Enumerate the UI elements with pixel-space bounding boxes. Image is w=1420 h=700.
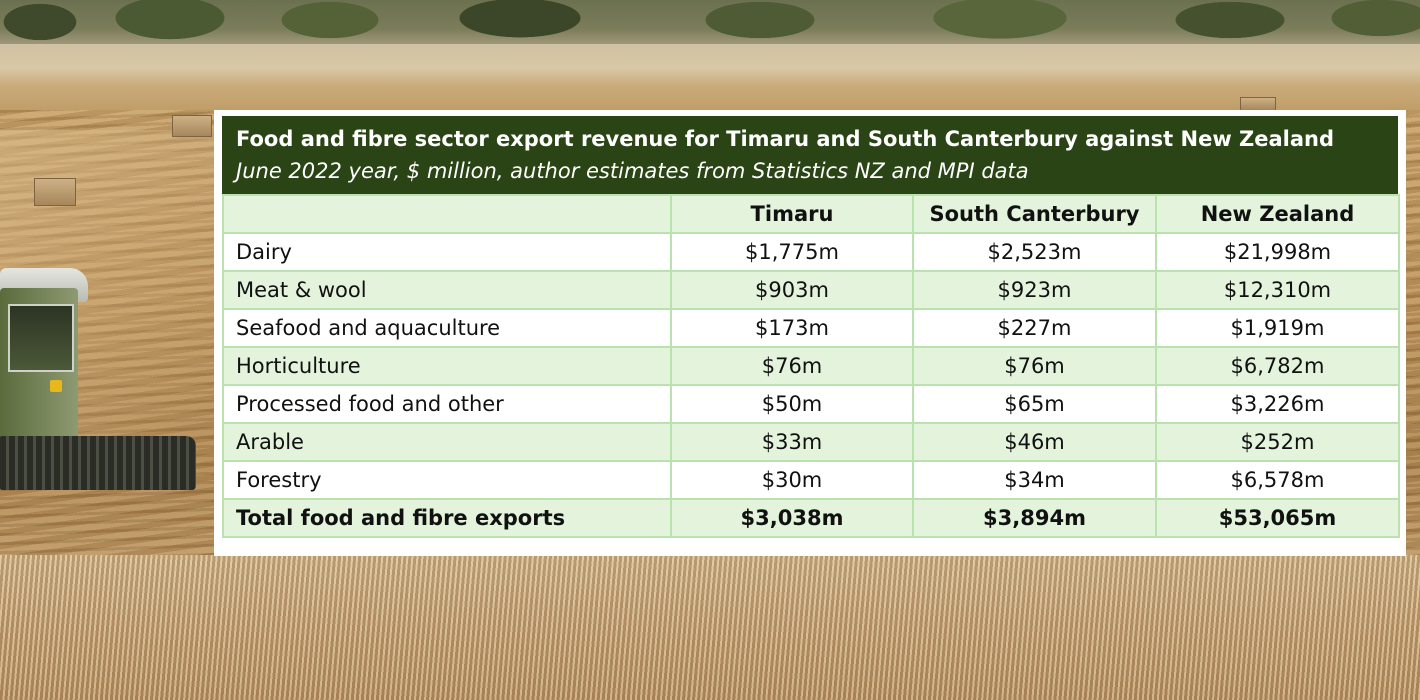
total-cell: $3,038m	[670, 498, 914, 538]
row-label: Seafood and aquaculture	[222, 308, 672, 348]
column-header: Timaru	[670, 194, 914, 234]
table-cell: $3,226m	[1155, 384, 1400, 424]
far-field	[0, 44, 1420, 114]
chart-subtitle: June 2022 year, $ million, author estima…	[236, 159, 1029, 183]
tree-line	[0, 0, 1420, 48]
table-row: Arable $33m $46m $252m	[222, 422, 1400, 462]
row-label: Forestry	[222, 460, 672, 500]
chart-title: Food and fibre sector export revenue for…	[236, 127, 1335, 151]
table-cell: $65m	[912, 384, 1157, 424]
table-cell: $50m	[670, 384, 914, 424]
table-row: Meat & wool $903m $923m $12,310m	[222, 270, 1400, 310]
row-label: Meat & wool	[222, 270, 672, 310]
hay-bale	[34, 178, 76, 206]
table-cell: $903m	[670, 270, 914, 310]
total-cell: $53,065m	[1155, 498, 1400, 538]
table-cell: $923m	[912, 270, 1157, 310]
table-cell: $173m	[670, 308, 914, 348]
harvester-header	[0, 436, 196, 490]
table-row: Processed food and other $50m $65m $3,22…	[222, 384, 1400, 424]
total-cell: $3,894m	[912, 498, 1157, 538]
table-cell: $34m	[912, 460, 1157, 500]
table-cell: $6,578m	[1155, 460, 1400, 500]
table-cell: $46m	[912, 422, 1157, 462]
harvester-cab	[8, 304, 74, 372]
title-block: Food and fibre sector export revenue for…	[222, 116, 1398, 196]
stubble-foreground	[0, 555, 1420, 700]
hay-bale	[1240, 97, 1276, 111]
row-label: Horticulture	[222, 346, 672, 386]
table-cell: $1,919m	[1155, 308, 1400, 348]
row-label: Arable	[222, 422, 672, 462]
table-cell: $12,310m	[1155, 270, 1400, 310]
export-table-panel: Food and fibre sector export revenue for…	[214, 110, 1406, 556]
combine-harvester	[0, 268, 200, 493]
table-row: Forestry $30m $34m $6,578m	[222, 460, 1400, 500]
table-row: Dairy $1,775m $2,523m $21,998m	[222, 232, 1400, 272]
table-cell: $21,998m	[1155, 232, 1400, 272]
header-row: Timaru South Canterbury New Zealand	[222, 194, 1400, 234]
row-label: Processed food and other	[222, 384, 672, 424]
total-row: Total food and fibre exports $3,038m $3,…	[222, 498, 1400, 538]
column-header: South Canterbury	[912, 194, 1157, 234]
harvester-light	[50, 380, 62, 392]
table-cell: $1,775m	[670, 232, 914, 272]
table-row: Seafood and aquaculture $173m $227m $1,9…	[222, 308, 1400, 348]
column-header: New Zealand	[1155, 194, 1400, 234]
table-cell: $6,782m	[1155, 346, 1400, 386]
export-revenue-table: Timaru South Canterbury New Zealand Dair…	[222, 194, 1400, 538]
table-cell: $76m	[670, 346, 914, 386]
table-cell: $252m	[1155, 422, 1400, 462]
column-header	[222, 194, 672, 234]
total-label: Total food and fibre exports	[222, 498, 672, 538]
table-cell: $2,523m	[912, 232, 1157, 272]
table-cell: $33m	[670, 422, 914, 462]
table-cell: $76m	[912, 346, 1157, 386]
table-cell: $227m	[912, 308, 1157, 348]
table-cell: $30m	[670, 460, 914, 500]
row-label: Dairy	[222, 232, 672, 272]
table-row: Horticulture $76m $76m $6,782m	[222, 346, 1400, 386]
hay-bale	[172, 115, 212, 137]
